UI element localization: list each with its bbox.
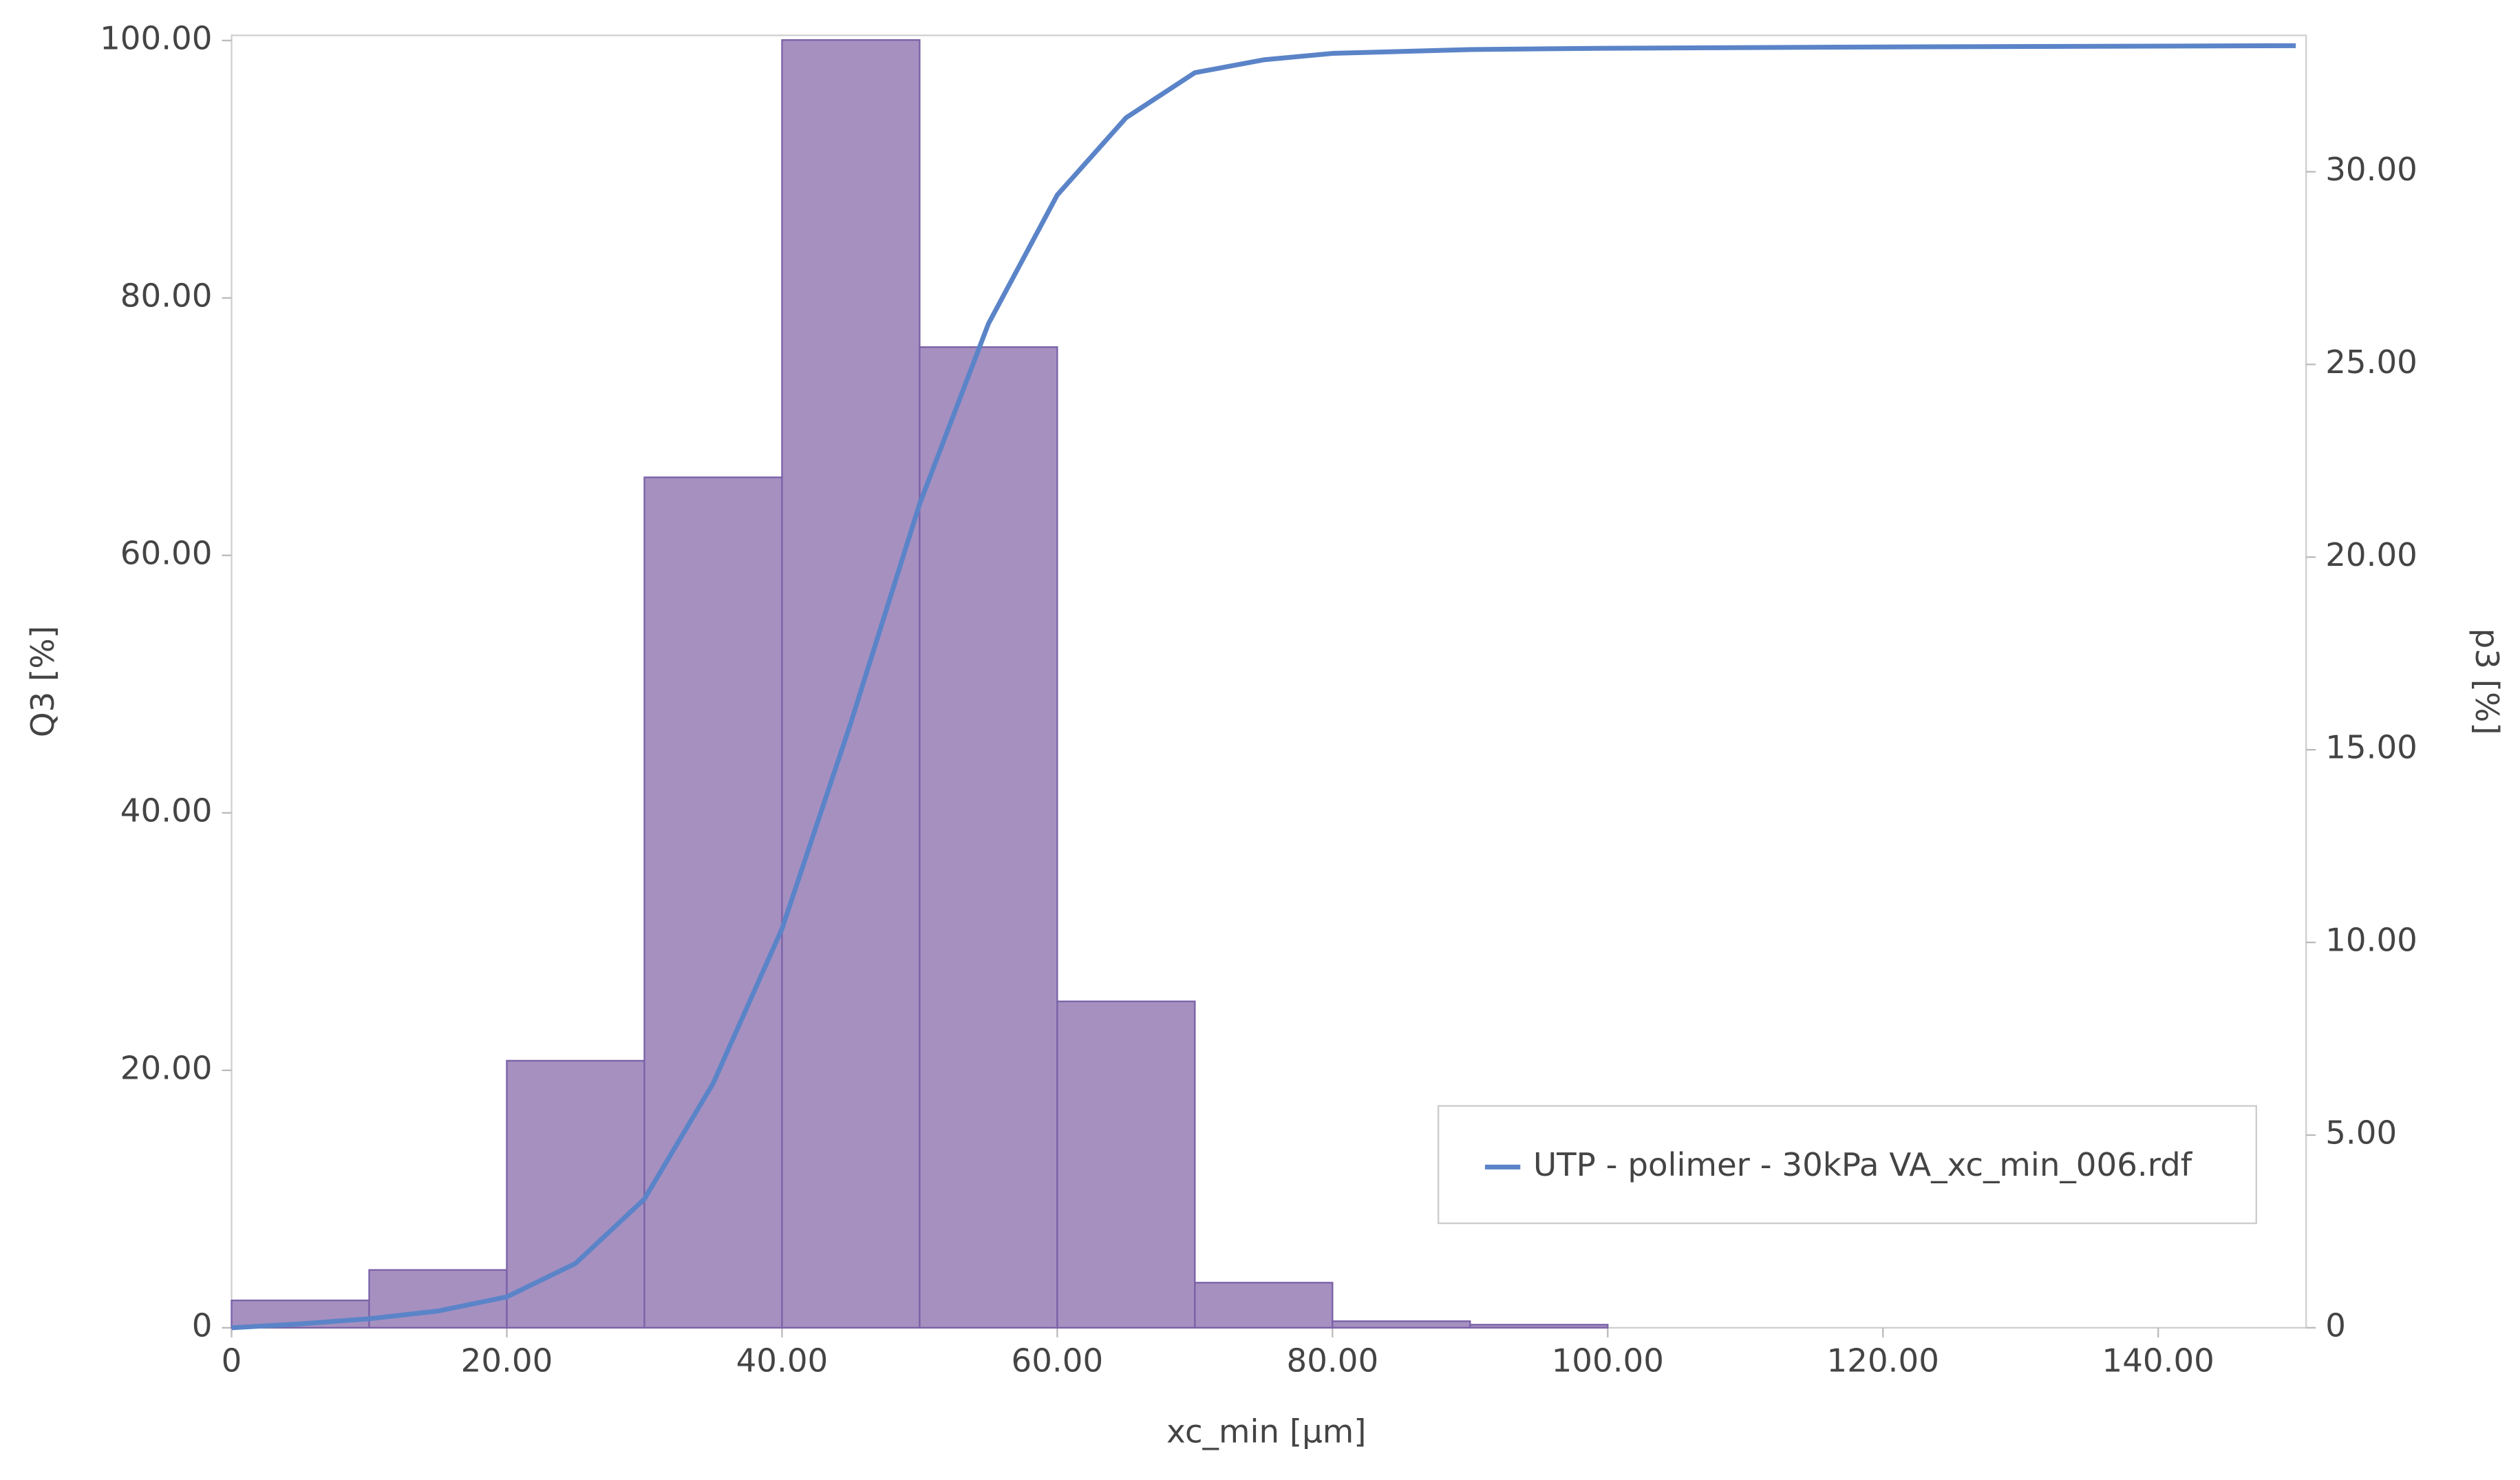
x-tick-label: 140.00 <box>2102 1343 2214 1380</box>
y-tick-label: 0 <box>192 1307 213 1344</box>
x-tick-label: 0 <box>222 1343 242 1380</box>
x-tick-label: 40.00 <box>736 1343 829 1380</box>
y-tick-label: 20.00 <box>120 1050 213 1087</box>
histogram-bar <box>1469 1324 1609 1329</box>
x-tick-label: 60.00 <box>1012 1343 1104 1380</box>
line-series <box>231 43 2296 1331</box>
y-tick-label: 80.00 <box>120 277 213 315</box>
histogram-bar <box>781 39 921 1329</box>
y2-tick-label: 20.00 <box>2325 537 2417 574</box>
x-tick-label: 100.00 <box>1552 1343 1664 1380</box>
y-axis-label: Q3 [%] <box>25 626 62 737</box>
y-tick-label: 60.00 <box>120 535 213 572</box>
y2-axis-label: p3 [%] <box>2468 628 2505 735</box>
legend-label: UTP - polimer - 30kPa VA_xc_min_006.rdf <box>1533 1147 2193 1184</box>
histogram-bar <box>919 346 1058 1329</box>
histogram-bar <box>1056 1000 1196 1329</box>
y2-tick-label: 5.00 <box>2325 1114 2397 1152</box>
y2-tick-label: 15.00 <box>2325 730 2417 767</box>
y2-tick-label: 10.00 <box>2325 922 2417 960</box>
x-tick-label: 20.00 <box>461 1343 553 1380</box>
histogram-bar <box>1332 1320 1471 1329</box>
y2-tick-label: 30.00 <box>2325 151 2417 189</box>
x-axis-label: xc_min [µm] <box>1166 1413 1366 1450</box>
histogram-bar <box>1194 1282 1334 1329</box>
x-tick-label: 120.00 <box>1827 1343 1939 1380</box>
legend-box <box>1438 1105 2257 1225</box>
y-tick-label: 40.00 <box>120 792 213 829</box>
y2-tick-label: 25.00 <box>2325 344 2417 381</box>
y-tick-label: 100.00 <box>100 20 212 57</box>
x-tick-label: 80.00 <box>1286 1343 1378 1380</box>
y2-tick-label: 0 <box>2325 1307 2346 1344</box>
histogram-bar <box>643 476 783 1329</box>
legend: UTP - polimer - 30kPa VA_xc_min_006.rdf <box>1438 1105 2257 1225</box>
